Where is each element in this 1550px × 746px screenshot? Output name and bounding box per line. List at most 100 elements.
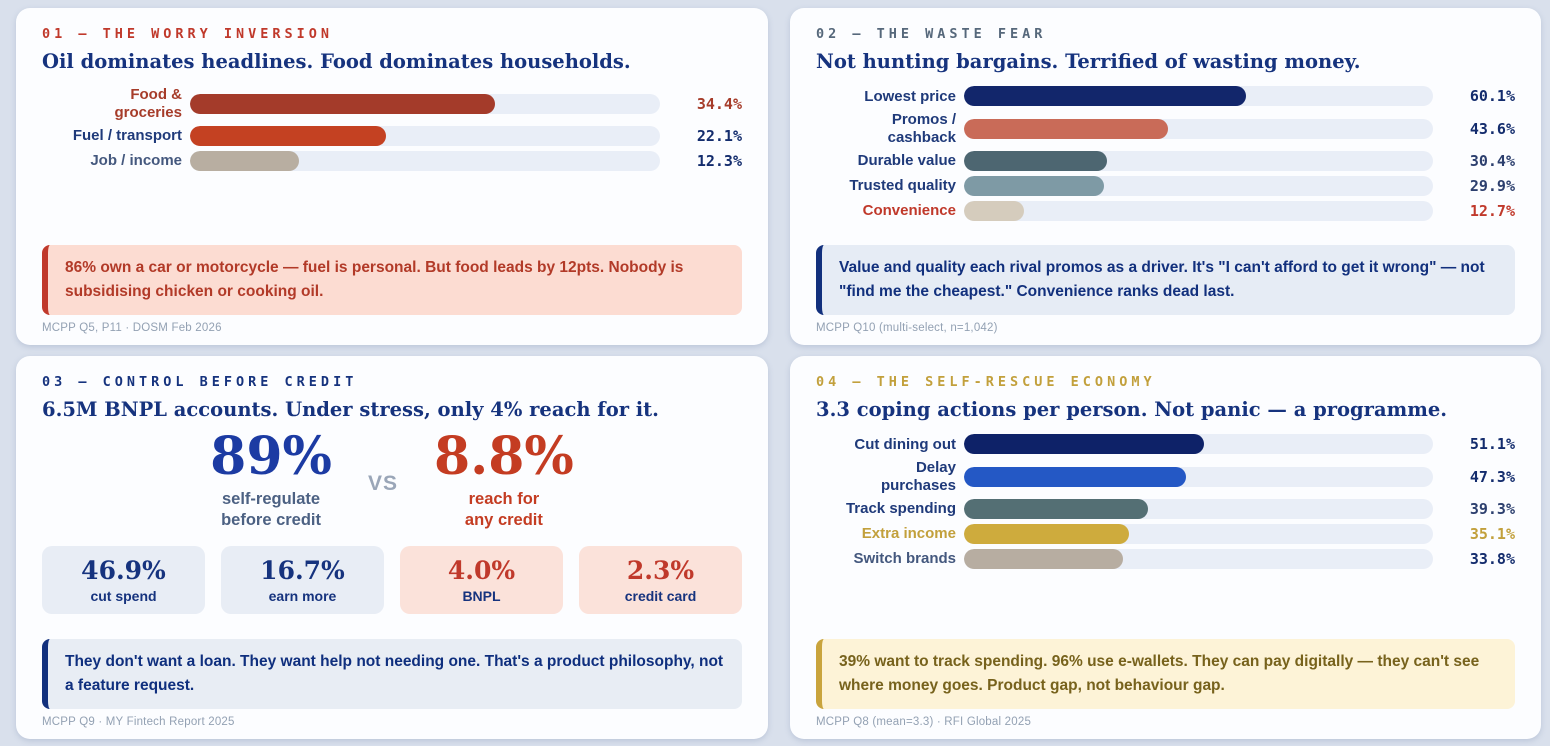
- stat-box-credit-card: 2.3% credit card: [579, 545, 742, 615]
- bar-fill: [964, 548, 1123, 569]
- insight-callout: Value and quality each rival promos as a…: [816, 244, 1515, 315]
- bar-value: 12.3%: [696, 151, 742, 170]
- bar-label: Fuel / transport: [72, 127, 182, 145]
- stat-box-label: BNPL: [462, 588, 501, 605]
- bar-row: Convenience 12.7%: [816, 200, 1515, 221]
- bar-row: Track spending 39.3%: [816, 498, 1515, 519]
- bar-row: Trusted quality 29.9%: [816, 175, 1515, 196]
- bar-fill: [964, 434, 1204, 455]
- panel-title: 3.3 coping actions per person. Not panic…: [816, 398, 1448, 421]
- big-stat-reach-credit: 8.8% reach for any credit: [434, 430, 574, 531]
- waste-fear-bar-chart: Lowest price 60.1% Promos / cashback 43.6% D…: [816, 86, 1515, 226]
- stat-box-value: 16.7%: [260, 555, 345, 585]
- bar-value: 47.3%: [1469, 467, 1515, 486]
- bar-track: [190, 125, 660, 146]
- panel-worry-inversion: 01 — THE WORRY INVERSION Oil dominates h…: [16, 8, 768, 345]
- bar-label: Trusted quality: [849, 177, 956, 195]
- bar-label: Switch brands: [853, 550, 956, 568]
- bar-fill: [964, 150, 1107, 171]
- stat-box-earn-more: 16.7% earn more: [221, 545, 384, 615]
- big-stat-label: reach for any credit: [464, 489, 543, 530]
- bar-label: Job / income: [90, 152, 182, 170]
- source-footnote: MCPP Q5, P11 · DOSM Feb 2026: [42, 322, 222, 334]
- panel-title: Oil dominates headlines. Food dominates …: [42, 50, 631, 73]
- bar-track: [964, 118, 1433, 139]
- bar-label: Durable value: [857, 152, 956, 170]
- bar-track: [190, 150, 660, 171]
- stat-box-row: 46.9% cut spend 16.7% earn more 4.0% BNPL 2.3%…: [42, 545, 742, 615]
- stat-box-BNPL: 4.0% BNPL: [400, 545, 563, 615]
- bar-value: 39.3%: [1469, 499, 1515, 518]
- bar-track: [964, 523, 1433, 544]
- stat-box-value: 2.3%: [626, 555, 695, 585]
- worry-bar-chart: Food & groceries 34.4% Fuel / transport 22.…: [42, 86, 742, 176]
- bar-fill: [964, 118, 1169, 139]
- bar-label: Food & groceries: [114, 86, 182, 121]
- source-footnote: MCPP Q8 (mean=3.3) · RFI Global 2025: [816, 716, 1032, 728]
- bar-fill: [964, 466, 1186, 487]
- bar-value: 30.4%: [1469, 151, 1515, 170]
- bar-value: 22.1%: [696, 126, 742, 145]
- bar-fill: [964, 86, 1246, 107]
- bar-track: [964, 175, 1433, 196]
- bar-row: Delay purchases 47.3%: [816, 459, 1515, 494]
- panel-control-before-credit: 03 — CONTROL BEFORE CREDIT 6.5M BNPL acc…: [16, 356, 768, 739]
- bar-label: Extra income: [861, 525, 956, 543]
- source-footnote: MCPP Q10 (multi-select, n=1,042): [816, 322, 998, 334]
- bar-value: 34.4%: [696, 94, 742, 113]
- bar-track: [964, 548, 1433, 569]
- stat-box-label: earn more: [268, 588, 337, 605]
- bar-track: [964, 434, 1433, 455]
- stat-box-cut-spend: 46.9% cut spend: [42, 545, 205, 615]
- self-rescue-bar-chart: Cut dining out 51.1% Delay purchases 47.3% T…: [816, 434, 1515, 574]
- bar-track: [964, 498, 1433, 519]
- bar-value: 12.7%: [1469, 201, 1515, 220]
- panel-self-rescue-economy: 04 — THE SELF-RESCUE ECONOMY 3.3 coping …: [790, 356, 1541, 739]
- bar-value: 60.1%: [1469, 87, 1515, 106]
- bar-row: Promos / cashback 43.6%: [816, 111, 1515, 146]
- bar-fill: [190, 150, 300, 171]
- bar-row: Food & groceries 34.4%: [42, 86, 742, 121]
- bar-row: Fuel / transport 22.1%: [42, 125, 742, 146]
- bar-label: Convenience: [862, 202, 956, 220]
- bar-fill: [964, 200, 1024, 221]
- panel-kicker: 04 — THE SELF-RESCUE ECONOMY: [816, 374, 1156, 390]
- stat-box-value: 46.9%: [81, 555, 166, 585]
- insight-callout: They don't want a loan. They want help n…: [42, 638, 742, 709]
- bar-value: 51.1%: [1469, 435, 1515, 454]
- stat-box-label: cut spend: [90, 588, 157, 605]
- stat-box-value: 4.0%: [447, 555, 516, 585]
- panel-title: 6.5M BNPL accounts. Under stress, only 4…: [42, 398, 659, 421]
- bar-label: Track spending: [845, 500, 956, 518]
- bar-fill: [190, 125, 386, 146]
- bar-label: Promos / cashback: [887, 111, 956, 146]
- vs-label: VS: [367, 472, 398, 496]
- bar-track: [964, 86, 1433, 107]
- bar-value: 29.9%: [1469, 176, 1515, 195]
- bar-row: Cut dining out 51.1%: [816, 434, 1515, 455]
- bar-value: 43.6%: [1469, 119, 1515, 138]
- insight-callout: 39% want to track spending. 96% use e-wa…: [816, 638, 1515, 709]
- bar-label: Delay purchases: [880, 459, 956, 494]
- big-stat-label: self-regulate before credit: [221, 489, 322, 530]
- panel-kicker: 03 — CONTROL BEFORE CREDIT: [42, 374, 358, 390]
- panel-kicker: 02 — THE WASTE FEAR: [816, 26, 1047, 42]
- panel-waste-fear: 02 — THE WASTE FEAR Not hunting bargains…: [790, 8, 1541, 345]
- bar-value: 33.8%: [1469, 549, 1515, 568]
- bar-track: [190, 93, 660, 114]
- bar-row: Extra income 35.1%: [816, 523, 1515, 544]
- bar-label: Cut dining out: [854, 435, 956, 453]
- panel-title: Not hunting bargains. Terrified of wasti…: [816, 50, 1361, 73]
- bar-track: [964, 150, 1433, 171]
- bar-row: Lowest price 60.1%: [816, 86, 1515, 107]
- bar-fill: [964, 498, 1149, 519]
- source-footnote: MCPP Q9 · MY Fintech Report 2025: [42, 716, 235, 728]
- bar-track: [964, 466, 1433, 487]
- bar-fill: [190, 93, 496, 114]
- bar-row: Switch brands 33.8%: [816, 548, 1515, 569]
- bar-track: [964, 200, 1433, 221]
- stat-box-label: credit card: [624, 588, 697, 605]
- big-stat-value: 89%: [210, 426, 332, 488]
- big-stat-comparison: 89% self-regulate before credit VS 8.8% …: [42, 430, 742, 531]
- insight-callout: 86% own a car or motorcycle — fuel is pe…: [42, 244, 742, 315]
